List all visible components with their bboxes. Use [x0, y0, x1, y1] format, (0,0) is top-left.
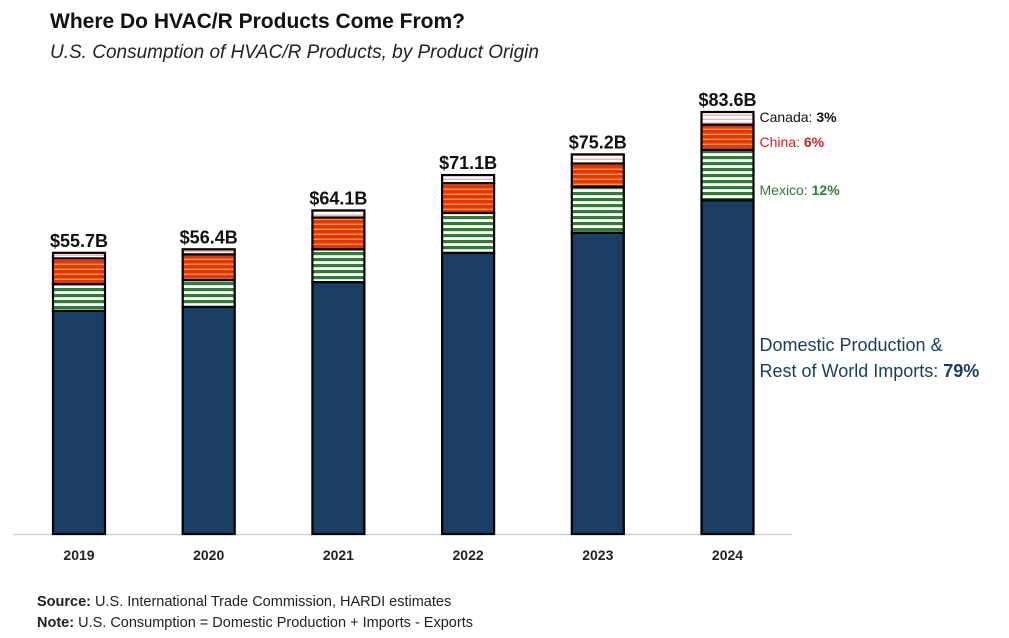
annotation-domestic-line2: Rest of World Imports: 79% [760, 361, 980, 381]
source-label: Source: [37, 594, 91, 610]
bar-segment-domestic-2020 [181, 305, 236, 536]
bar-segment-canada-2022 [441, 173, 496, 185]
x-tick-label-2021: 2021 [323, 547, 354, 563]
bar-segment-mexico-2019 [51, 283, 107, 312]
total-label-2020: $56.4B [180, 227, 238, 247]
stacked-bar-chart: $55.7B 2019 $56.4B 2020 $64.1B 2021 $71.1B 2022… [14, 90, 980, 563]
x-tick-label-2020: 2020 [193, 547, 224, 563]
total-label-2021: $64.1B [309, 188, 367, 208]
bar-segment-china-2022 [441, 182, 496, 215]
annotation-canada: Canada: 3% [760, 109, 838, 125]
bar-segment-canada-2019 [51, 251, 107, 260]
note-label: Note: [37, 615, 75, 631]
x-tick-label-2024: 2024 [712, 547, 743, 563]
bar-segment-canada-2021 [311, 209, 366, 219]
x-tick-label-2023: 2023 [582, 547, 613, 563]
chart-subtitle: U.S. Consumption of HVAC/R Products, by … [50, 42, 539, 63]
bar-segment-domestic-2024 [700, 199, 755, 536]
bar-segment-china-2023 [570, 162, 625, 188]
bar-segment-china-2021 [311, 216, 366, 251]
bar-segment-mexico-2024 [700, 148, 755, 202]
total-label-2024: $83.6B [698, 90, 756, 110]
x-tick-label-2022: 2022 [453, 547, 484, 563]
annotation-china: China: 6% [760, 134, 825, 150]
annotation-mexico: Mexico: 12% [760, 182, 841, 198]
bar-segment-domestic-2022 [441, 251, 496, 536]
total-label-2022: $71.1B [439, 153, 497, 173]
bar-segment-domestic-2021 [311, 281, 366, 536]
bar-segment-canada-2020 [181, 248, 236, 256]
definition-note: Note: U.S. Consumption = Domestic Produc… [37, 615, 473, 631]
source-text: U.S. International Trade Commission, HAR… [91, 594, 452, 610]
bar-segment-canada-2024 [700, 110, 755, 126]
bar-segment-canada-2023 [570, 153, 625, 165]
note-text: U.S. Consumption = Domestic Production +… [74, 615, 473, 631]
bar-segment-mexico-2023 [570, 185, 625, 234]
total-label-2019: $55.7B [50, 231, 108, 251]
bar-segment-china-2020 [181, 253, 236, 282]
bar-segment-domestic-2023 [570, 231, 625, 536]
annotation-domestic-line1: Domestic Production & [760, 335, 943, 355]
bar-segment-china-2019 [51, 257, 107, 286]
chart-title: Where Do HVAC/R Products Come From? [50, 10, 465, 33]
bar-segment-domestic-2019 [51, 309, 107, 536]
bar-segment-mexico-2021 [311, 248, 366, 284]
total-label-2023: $75.2B [569, 132, 627, 152]
bar-segment-china-2024 [700, 123, 755, 151]
bar-segment-mexico-2020 [181, 278, 236, 308]
x-tick-label-2019: 2019 [63, 547, 94, 563]
source-note: Source: U.S. International Trade Commiss… [37, 594, 451, 610]
bar-segment-mexico-2022 [441, 211, 496, 254]
